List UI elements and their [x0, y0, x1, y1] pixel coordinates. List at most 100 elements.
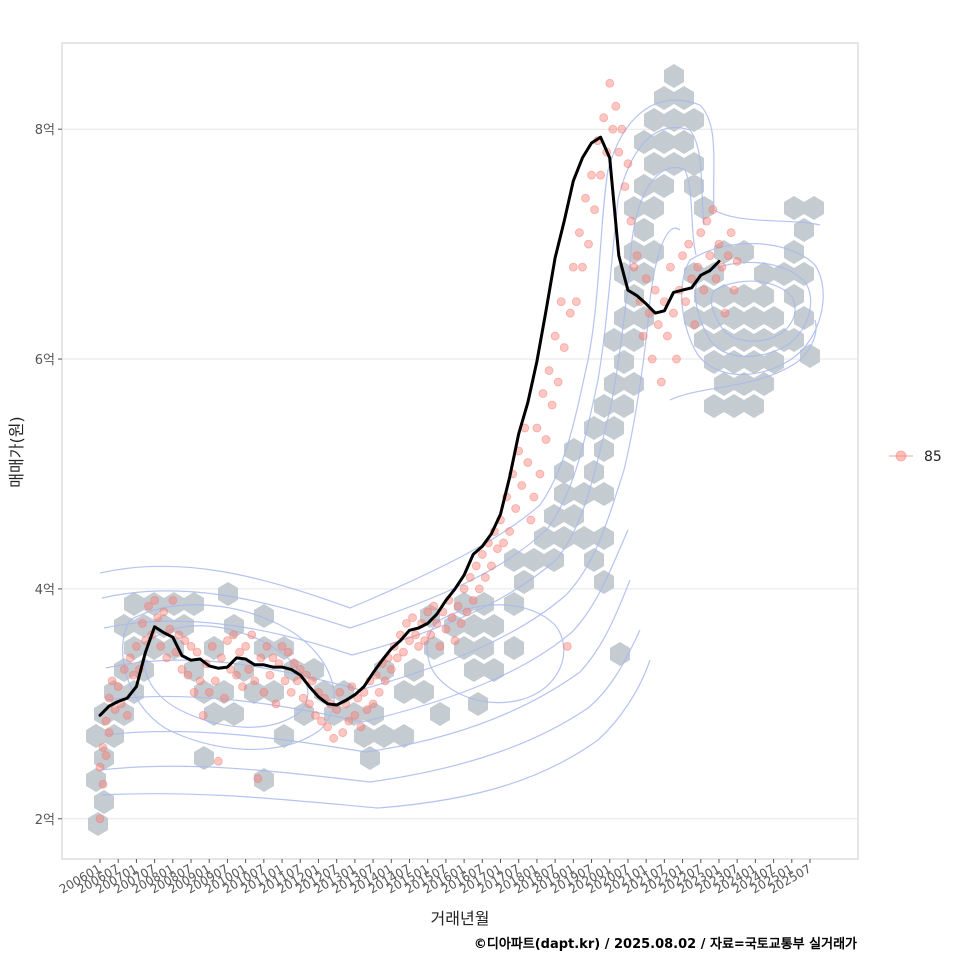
data-point	[505, 527, 515, 536]
data-point	[650, 285, 660, 295]
y-axis: 2억 4억 6억 8억	[35, 123, 62, 828]
data-point	[653, 320, 663, 329]
data-point	[262, 641, 272, 651]
data-point	[523, 458, 533, 467]
data-point	[198, 710, 208, 720]
data-point	[380, 676, 390, 686]
data-point	[705, 251, 715, 261]
data-point	[474, 584, 484, 594]
data-point	[223, 636, 232, 646]
data-point	[714, 239, 724, 249]
data-point	[711, 274, 721, 284]
data-point	[177, 664, 187, 674]
data-point	[353, 693, 363, 703]
data-point	[684, 239, 694, 249]
data-point	[432, 618, 442, 628]
data-point	[165, 624, 175, 634]
panel-background	[61, 42, 859, 860]
data-point	[678, 251, 687, 261]
y-axis-title: 매매가(원)	[7, 416, 26, 487]
data-point	[125, 653, 135, 663]
data-point	[122, 710, 132, 720]
data-point	[335, 687, 345, 697]
data-point	[277, 641, 287, 651]
data-point	[414, 641, 423, 651]
data-point	[662, 331, 672, 341]
contour-line	[99, 99, 821, 609]
data-point	[666, 262, 675, 272]
data-point	[465, 573, 475, 582]
data-point	[362, 705, 372, 714]
contour-line	[710, 280, 796, 342]
data-point	[232, 670, 241, 680]
data-point	[189, 687, 199, 697]
data-point	[450, 636, 460, 646]
data-point	[565, 308, 575, 318]
data-point	[559, 343, 569, 352]
data-point	[95, 762, 105, 772]
data-point	[468, 596, 478, 605]
data-point	[605, 78, 615, 88]
data-point	[195, 676, 205, 686]
data-point	[459, 584, 469, 594]
contour-line	[122, 604, 335, 750]
data-point	[311, 710, 320, 720]
data-point	[241, 641, 251, 651]
data-point	[599, 113, 609, 123]
data-point	[499, 538, 508, 548]
data-point	[186, 641, 196, 651]
data-point	[213, 756, 223, 766]
data-point	[292, 676, 302, 686]
data-point	[729, 285, 739, 295]
contour-line	[426, 604, 565, 704]
data-point	[672, 354, 681, 364]
contour-line	[101, 659, 651, 809]
data-point	[493, 544, 502, 554]
data-point	[681, 297, 690, 306]
data-point	[347, 682, 357, 692]
data-point	[399, 647, 408, 657]
data-point	[587, 170, 596, 180]
data-point	[183, 670, 193, 680]
hexbin-cell-group	[86, 64, 824, 836]
contour-line	[105, 227, 681, 691]
data-point	[104, 728, 114, 737]
data-point	[632, 251, 642, 261]
data-point	[235, 647, 244, 657]
data-point	[356, 722, 366, 732]
data-point	[374, 687, 384, 697]
data-point	[717, 262, 727, 272]
data-point	[629, 262, 639, 272]
data-point	[244, 664, 254, 674]
data-point	[168, 596, 178, 605]
data-point	[541, 435, 551, 444]
x-axis-title: 거래년월	[431, 909, 490, 928]
data-point	[301, 670, 311, 680]
data-point	[104, 693, 114, 703]
scatter-points	[95, 78, 742, 824]
data-point	[596, 170, 606, 180]
data-point	[350, 710, 360, 720]
data-point	[726, 228, 736, 238]
data-point	[687, 274, 697, 284]
data-point	[429, 601, 439, 611]
data-point	[238, 682, 248, 692]
data-point	[95, 814, 105, 824]
data-point	[144, 601, 153, 611]
hexbin-layer	[86, 64, 824, 836]
data-point	[623, 159, 633, 169]
data-point	[98, 779, 108, 789]
data-point	[268, 653, 278, 663]
data-point	[216, 653, 226, 663]
x-axis: 2006012006072007012007072008012008072009…	[57, 859, 814, 897]
data-point	[132, 641, 141, 651]
data-point	[581, 193, 590, 203]
contour-line	[669, 319, 817, 401]
data-point	[693, 262, 703, 272]
data-point	[138, 618, 147, 628]
caption: ©디아파트(dapt.kr) / 2025.08.02 / 자료=국토교통부 실…	[474, 936, 857, 952]
data-point	[207, 641, 217, 651]
data-point	[192, 647, 202, 657]
data-point	[329, 733, 339, 743]
